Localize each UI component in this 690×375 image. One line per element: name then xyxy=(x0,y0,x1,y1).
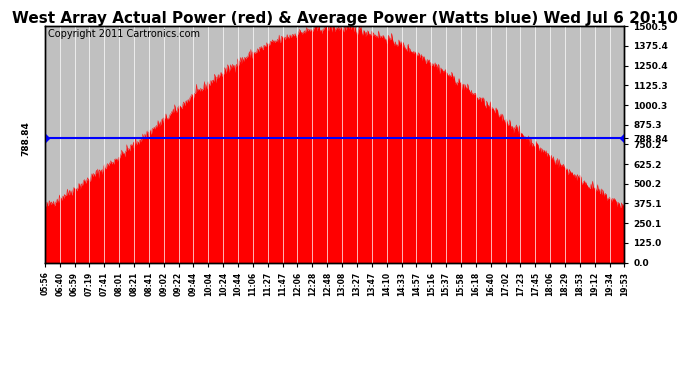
Text: 788.84: 788.84 xyxy=(21,121,31,156)
Text: Copyright 2011 Cartronics.com: Copyright 2011 Cartronics.com xyxy=(48,28,199,39)
Text: West Array Actual Power (red) & Average Power (Watts blue) Wed Jul 6 20:10: West Array Actual Power (red) & Average … xyxy=(12,11,678,26)
